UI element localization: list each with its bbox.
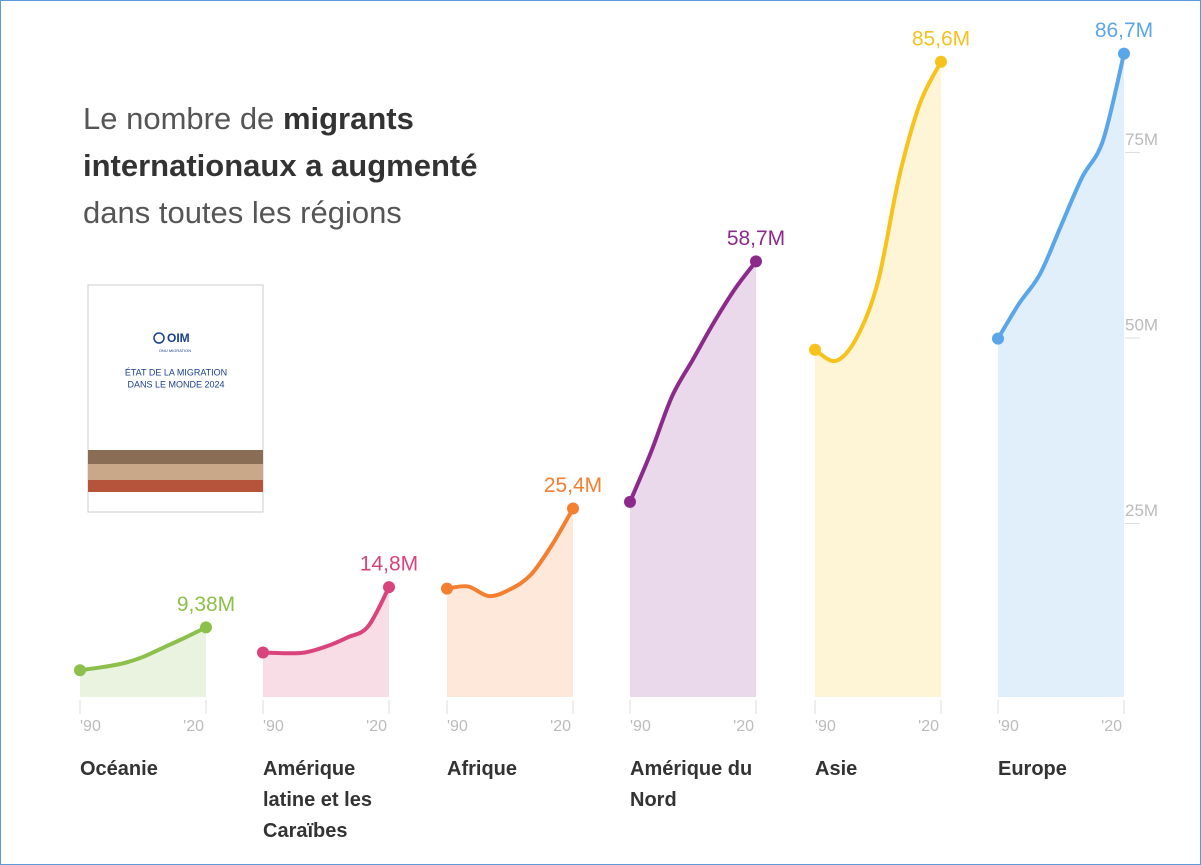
x-tick-label: '20 bbox=[918, 718, 939, 735]
y-tick-label: 75M bbox=[1125, 130, 1158, 149]
point bbox=[624, 496, 636, 508]
point bbox=[567, 503, 579, 515]
point bbox=[992, 333, 1004, 345]
title-part: Le nombre de bbox=[83, 101, 274, 136]
chart-title: Le nombre de migrants internationaux a a… bbox=[83, 95, 573, 236]
point bbox=[74, 664, 86, 676]
cover-title: DANS LE MONDE 2024 bbox=[127, 379, 224, 389]
region-label: Afrique bbox=[447, 754, 597, 785]
x-tick-label: '90 bbox=[263, 718, 284, 735]
point bbox=[750, 255, 762, 267]
x-tick-label: '90 bbox=[630, 718, 651, 735]
region-label: Amérique du Nord bbox=[630, 754, 780, 816]
point bbox=[935, 56, 947, 68]
x-tick-label: '20 bbox=[733, 718, 754, 735]
point bbox=[1118, 48, 1130, 60]
value-label: 25,4M bbox=[544, 474, 602, 497]
x-tick-label: '20 bbox=[1101, 718, 1122, 735]
point bbox=[809, 344, 821, 356]
cover-photo bbox=[88, 450, 263, 464]
area bbox=[447, 509, 573, 697]
region-label: Europe bbox=[998, 754, 1148, 785]
point bbox=[257, 646, 269, 658]
title-part: dans toutes les régions bbox=[83, 195, 402, 230]
point bbox=[383, 581, 395, 593]
area bbox=[815, 62, 941, 697]
area bbox=[630, 261, 756, 697]
x-tick-label: '20 bbox=[183, 718, 204, 735]
area bbox=[998, 54, 1124, 697]
point bbox=[441, 583, 453, 595]
cover-title: ÉTAT DE LA MIGRATION bbox=[125, 367, 227, 377]
x-tick-label: '20 bbox=[550, 718, 571, 735]
cover-org: ONU MIGRATION bbox=[159, 348, 191, 353]
region-label: Asie bbox=[815, 754, 965, 785]
value-label: 14,8M bbox=[360, 553, 418, 576]
region-label: Amérique latine et les Caraïbes bbox=[263, 754, 413, 847]
region-label: Océanie bbox=[80, 754, 230, 785]
page: OIM ONU MIGRATION ÉTAT DE LA MIGRATION D… bbox=[0, 0, 1201, 865]
x-tick-label: '90 bbox=[815, 718, 836, 735]
value-label: 85,6M bbox=[912, 27, 970, 50]
x-tick-label: '90 bbox=[80, 718, 101, 735]
area bbox=[263, 587, 389, 697]
y-tick-label: 50M bbox=[1125, 315, 1158, 334]
x-tick-label: '90 bbox=[998, 718, 1019, 735]
y-tick-label: 25M bbox=[1125, 501, 1158, 520]
cover-logo: OIM bbox=[167, 331, 190, 345]
value-label: 86,7M bbox=[1095, 19, 1153, 42]
cover-photo bbox=[88, 464, 263, 480]
x-tick-label: '90 bbox=[447, 718, 468, 735]
value-label: 9,38M bbox=[177, 593, 235, 616]
report-cover: OIM ONU MIGRATION ÉTAT DE LA MIGRATION D… bbox=[88, 285, 263, 512]
point bbox=[200, 621, 212, 633]
cover-photo bbox=[88, 480, 263, 492]
value-label: 58,7M bbox=[727, 227, 785, 250]
x-tick-label: '20 bbox=[366, 718, 387, 735]
